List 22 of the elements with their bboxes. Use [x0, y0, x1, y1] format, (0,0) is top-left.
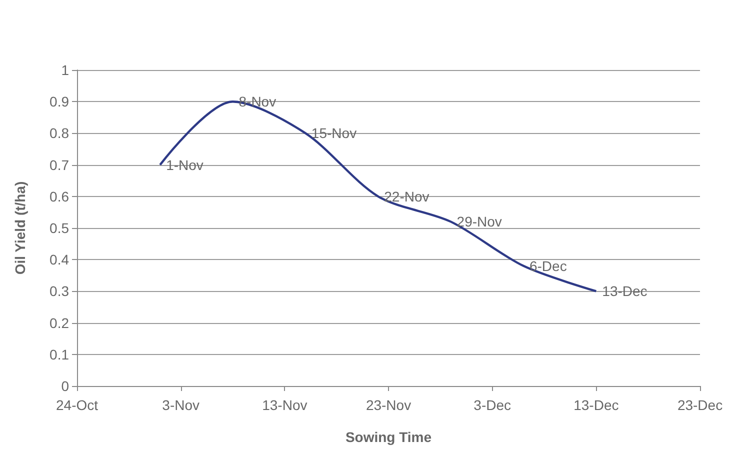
- x-axis-title: Sowing Time: [345, 429, 432, 445]
- y-tick-label: 0.8: [50, 125, 70, 142]
- y-tick-label: 0.4: [50, 252, 70, 268]
- y-tick-label: 0.9: [50, 94, 70, 110]
- x-tick-label: 3-Dec: [474, 397, 512, 413]
- x-tick-label: 24-Oct: [56, 397, 98, 413]
- y-tick-label: 0.1: [50, 346, 70, 362]
- data-label: 6-Dec: [529, 258, 567, 274]
- x-tick-label: 13-Nov: [262, 397, 308, 413]
- x-tick-label: 3-Nov: [162, 397, 200, 413]
- y-tick-label: 0.6: [50, 188, 70, 204]
- x-tick-label: 23-Dec: [677, 397, 723, 413]
- y-tick-label: 0: [61, 378, 70, 394]
- x-tick-label: 23-Nov: [366, 397, 412, 413]
- x-tick-label: 13-Dec: [574, 397, 619, 413]
- y-axis-title: Oil Yield (t/ha): [12, 181, 28, 275]
- data-label: 29-Nov: [456, 214, 502, 230]
- y-tick-label: 1: [61, 62, 70, 78]
- y-tick-label: 0.2: [50, 314, 70, 331]
- y-tick-label: 0.7: [50, 156, 70, 173]
- y-tick-label: 0.5: [50, 220, 70, 236]
- y-tick-label: 0.3: [50, 283, 70, 300]
